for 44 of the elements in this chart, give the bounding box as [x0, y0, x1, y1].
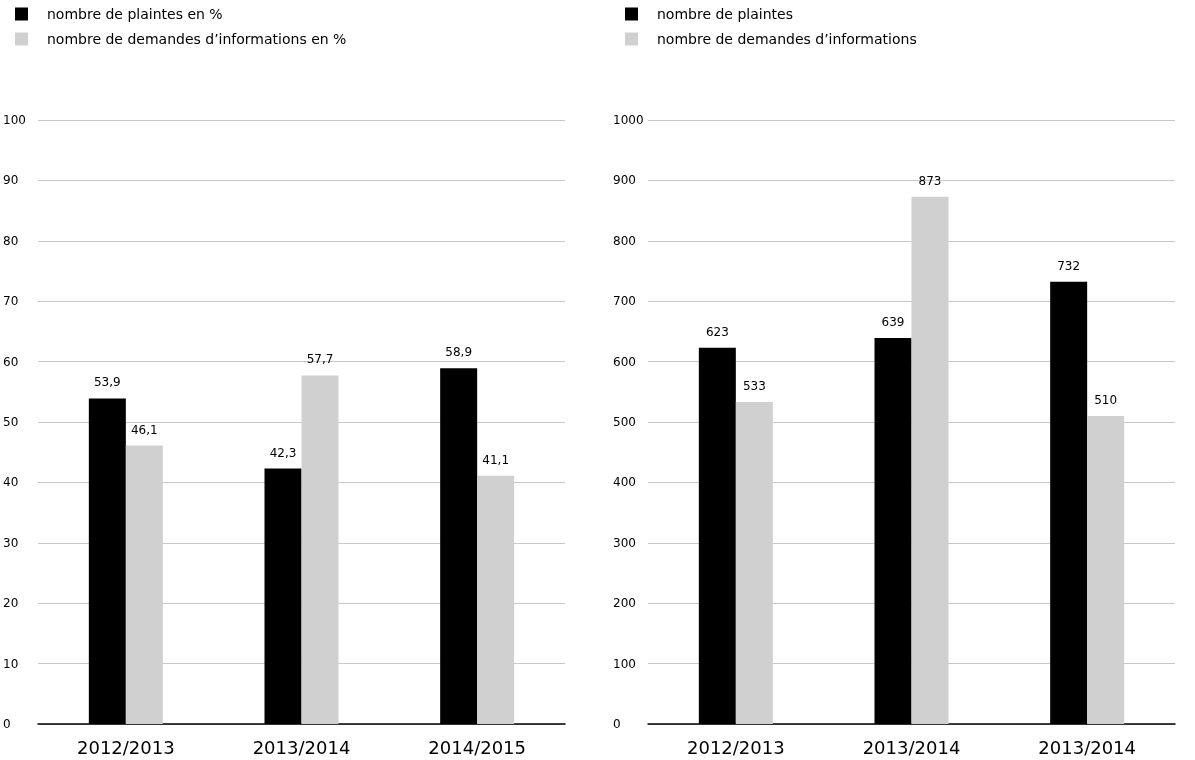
data-label: 639: [881, 315, 905, 330]
y-tick-label: 0: [613, 717, 621, 731]
data-label: 510: [1094, 392, 1118, 407]
data-label: 46,1: [130, 422, 158, 437]
y-tick-label: 100: [613, 656, 636, 671]
y-tick-label: 50: [3, 415, 19, 429]
y-tick-label: 700: [613, 294, 636, 309]
y-tick-label: 20: [3, 596, 19, 611]
y-tick-label: 200: [613, 596, 636, 611]
x-tick-label: 2012/2013: [686, 736, 785, 758]
data-label: 58,9: [445, 345, 473, 360]
y-tick-label: 70: [3, 294, 19, 309]
data-label: 533: [742, 379, 766, 394]
data-label: 623: [705, 324, 729, 339]
y-tick-label: 800: [613, 233, 636, 248]
y-tick-label: 500: [613, 415, 636, 429]
y-tick-label: 600: [613, 354, 636, 369]
data-label: 53,9: [93, 375, 121, 390]
data-label: 57,7: [306, 352, 334, 367]
x-tick-label: 2013/2014: [252, 736, 351, 758]
y-tick-label: 1000: [613, 113, 644, 127]
x-tick-label: 2013/2014: [1038, 736, 1137, 758]
data-label: 41,1: [482, 452, 510, 467]
y-tick-label: 60: [3, 354, 19, 369]
data-label: 873: [918, 173, 942, 188]
y-tick-label: 90: [3, 173, 19, 188]
y-tick-label: 30: [3, 535, 19, 550]
legend-label: nombre de plaintes: [657, 6, 793, 22]
y-tick-label: 400: [613, 475, 636, 490]
legend-label: nombre de demandes d’informations en %: [47, 31, 347, 47]
x-tick-label: 2014/2015: [428, 736, 527, 758]
y-tick-label: 100: [3, 113, 26, 127]
y-tick-label: 0: [3, 717, 11, 731]
x-tick-label: 2013/2014: [862, 736, 961, 758]
y-tick-label: 300: [613, 535, 636, 550]
y-tick-label: 900: [613, 173, 636, 188]
y-tick-label: 80: [3, 233, 19, 248]
y-tick-label: 40: [3, 475, 19, 490]
data-label: 732: [1057, 258, 1081, 273]
x-tick-label: 2012/2013: [76, 736, 175, 758]
legend-label: nombre de demandes d’informations: [657, 31, 917, 47]
y-tick-label: 10: [3, 656, 19, 671]
legend-label: nombre de plaintes en %: [47, 6, 223, 22]
data-label: 42,3: [269, 445, 297, 460]
